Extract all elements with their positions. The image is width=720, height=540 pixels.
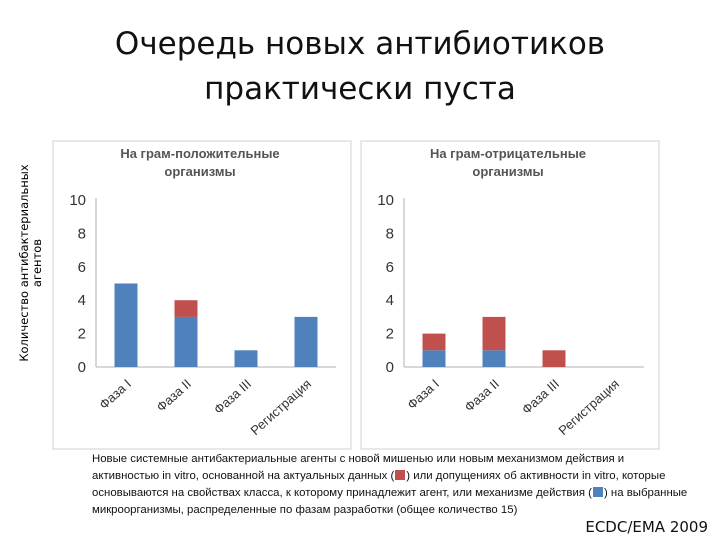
footnote: Новые системные антибактериальные агенты…: [92, 451, 692, 519]
y-tick-label: 10: [69, 192, 86, 209]
y-tick-label: 8: [78, 225, 86, 242]
y-tick-label: 4: [78, 292, 86, 309]
footnote-part-3: ) на выбранные микроорганизмы, распредел…: [92, 487, 688, 516]
gram-negative-chart: На грам-отрицательныеорганизмы0246810Фаз…: [360, 140, 660, 450]
blue-legend-swatch: [592, 487, 603, 497]
y-axis-label-line-1: Количество антибактериальных: [17, 163, 31, 362]
chart-title-line-2: организмы: [164, 164, 235, 179]
y-axis-label-line-2: агентов: [30, 238, 44, 287]
chart-title-line-1: На грам-положительные: [120, 146, 279, 161]
bar-blue-3: [234, 350, 258, 367]
gram-positive-chart: На грам-положительныеорганизмы0246810Фаз…: [52, 140, 352, 450]
y-tick-label: 10: [377, 192, 394, 209]
y-axis-label: Количество антибактериальных агентов: [8, 150, 54, 375]
bar-red-3: [542, 350, 566, 367]
y-tick-label: 6: [386, 259, 394, 276]
chart-title-line-1: На грам-отрицательные: [430, 146, 586, 161]
chart-title-line-2: организмы: [472, 164, 543, 179]
footnote-part-1: Новые системные антибактериальные агенты…: [92, 453, 625, 482]
bar-blue-2: [174, 316, 198, 367]
bar-red-2: [174, 300, 198, 317]
y-tick-label: 2: [386, 326, 394, 343]
y-tick-label: 0: [386, 359, 394, 376]
y-tick-label: 2: [78, 326, 86, 343]
source-credit: ECDC/EMA 2009: [585, 518, 708, 536]
y-tick-label: 6: [78, 259, 86, 276]
bar-blue-2: [482, 350, 506, 367]
y-tick-label: 4: [386, 292, 394, 309]
y-tick-label: 8: [386, 225, 394, 242]
chart-frame: [52, 140, 352, 450]
y-tick-label: 0: [78, 359, 86, 376]
red-legend-swatch: [395, 470, 406, 480]
slide-title-line-1: Очередь новых антибиотиков: [114, 26, 606, 62]
chart-frame: [360, 140, 660, 450]
slide-title: Очередь новых антибиотиков практически п…: [0, 22, 720, 112]
bar-blue-1: [114, 283, 138, 367]
bar-blue-1: [422, 350, 446, 367]
bar-red-2: [482, 316, 506, 351]
footnote-part-2: ) или допущениях об активности in vitro,…: [92, 470, 666, 499]
bar-red-1: [422, 333, 446, 351]
slide-title-line-2: практически пуста: [204, 71, 516, 107]
bar-blue-4: [294, 316, 318, 367]
